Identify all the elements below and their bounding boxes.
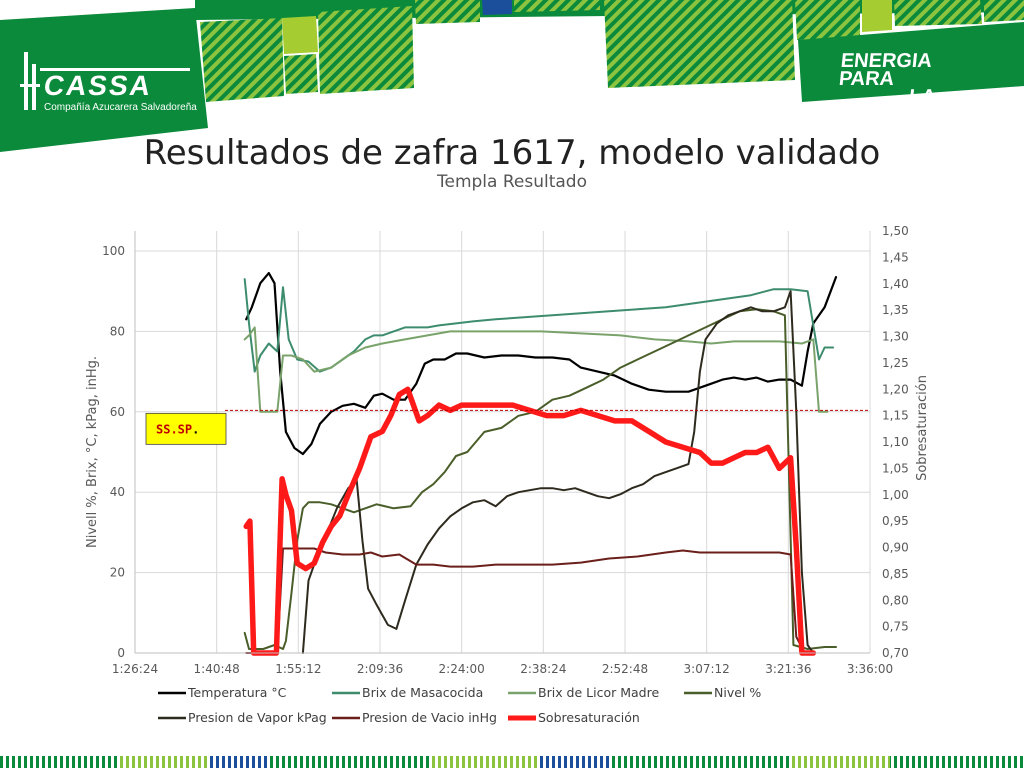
y2-tick-label: 1,15: [882, 409, 909, 423]
chart-title: Templa Resultado: [437, 172, 587, 192]
y2-tick-label: 0,80: [882, 593, 909, 607]
y2-tick-label: 0,90: [882, 541, 909, 555]
axes: 0 20 40 60 80 100 1:26:24 1:40:48 1:55:12 2:09:36…: [85, 224, 930, 676]
x-tick-label: 2:09:36: [357, 662, 403, 676]
x-tick-label: 1:55:12: [275, 662, 321, 676]
slide-title: Resultados de zafra 1617, modelo validad…: [143, 133, 881, 173]
y-tick-label: 80: [110, 324, 125, 338]
y2-tick-label: 0,85: [882, 567, 909, 581]
y2-tick-label: 1,25: [882, 356, 909, 370]
legend-label-6: Sobresaturación: [538, 710, 640, 725]
header-banner: [0, 0, 1024, 152]
company-subtitle: Compañía Azucarera Salvadoreña: [44, 102, 197, 113]
setpoint-label-suffix: .: [192, 422, 199, 436]
slogan-line-1: ENERGIA PARA: [837, 50, 933, 90]
y2-tick-label: 1,10: [882, 435, 909, 449]
x-tick-label: 2:52:48: [602, 662, 648, 676]
y2-tick-label: 1,50: [882, 224, 909, 238]
slogan: ENERGIA PARA LA VIDA: [834, 50, 992, 126]
y2-tick-label: 0,95: [882, 514, 909, 528]
legend-label-5: Presion de Vacio inHg: [362, 710, 497, 725]
legend: Temperatura °C Brix de Masacocida Brix de …: [158, 685, 761, 725]
x-tick-label: 3:36:00: [847, 662, 893, 676]
footer-strip: [0, 756, 1024, 768]
series-line-6: [243, 386, 817, 656]
series-line-3: [243, 308, 837, 650]
y2-tick-label: 1,35: [882, 303, 909, 317]
legend-label-2: Brix de Licor Madre: [538, 685, 659, 700]
y2-tick-label: 1,05: [882, 461, 909, 475]
y2-tick-label: 1,30: [882, 330, 909, 344]
legend-label-1: Brix de Masacocida: [362, 685, 483, 700]
y-tick-label: 20: [110, 566, 125, 580]
x-tick-label: 3:21:36: [765, 662, 811, 676]
x-tick-label: 3:07:12: [684, 662, 730, 676]
x-tick-label: 2:38:24: [520, 662, 566, 676]
series-line-4: [301, 290, 815, 654]
company-name: CASSA: [41, 70, 155, 101]
y2-tick-label: 0,75: [882, 620, 909, 634]
legend-label-0: Temperatura °C: [187, 685, 287, 700]
x-tick-label: 1:40:48: [194, 662, 240, 676]
x-tick-label: 1:26:24: [112, 662, 158, 676]
y2-axis-title: Sobresaturación: [915, 375, 930, 481]
y2-tick-label: 1,40: [882, 277, 909, 291]
y2-tick-label: 1,00: [882, 488, 909, 502]
setpoint-label-box: [145, 412, 227, 445]
y-tick-label: 40: [110, 485, 125, 499]
x-tick-label: 2:24:00: [439, 662, 485, 676]
legend-label-4: Presion de Vapor kPag: [188, 710, 327, 725]
y-tick-label: 60: [110, 405, 125, 419]
y-tick-label: 100: [102, 244, 125, 258]
y2-tick-label: 1,20: [882, 382, 909, 396]
series-lines: [243, 272, 838, 656]
slogan-line-2: LA VIDA: [906, 86, 957, 126]
y-axis-title: Nivell %, Brix, °C, kPag, inHg.: [85, 356, 100, 548]
series-line-5: [245, 547, 815, 654]
series-line-2: [243, 326, 829, 413]
y-tick-label: 0: [117, 646, 125, 660]
annotation: SS.SP.: [145, 409, 870, 445]
series-line-1: [243, 278, 835, 373]
y2-tick-label: 1,45: [882, 250, 909, 264]
setpoint-label: SS.SP.: [156, 422, 199, 436]
series-line-0: [245, 272, 838, 456]
y2-tick-label: 0,70: [882, 646, 909, 660]
cassa-logo-mark: [20, 52, 190, 110]
legend-label-3: Nivel %: [714, 685, 761, 700]
chart: 0 20 40 60 80 100 1:26:24 1:40:48 1:55:12 2:09:36…: [85, 224, 930, 725]
